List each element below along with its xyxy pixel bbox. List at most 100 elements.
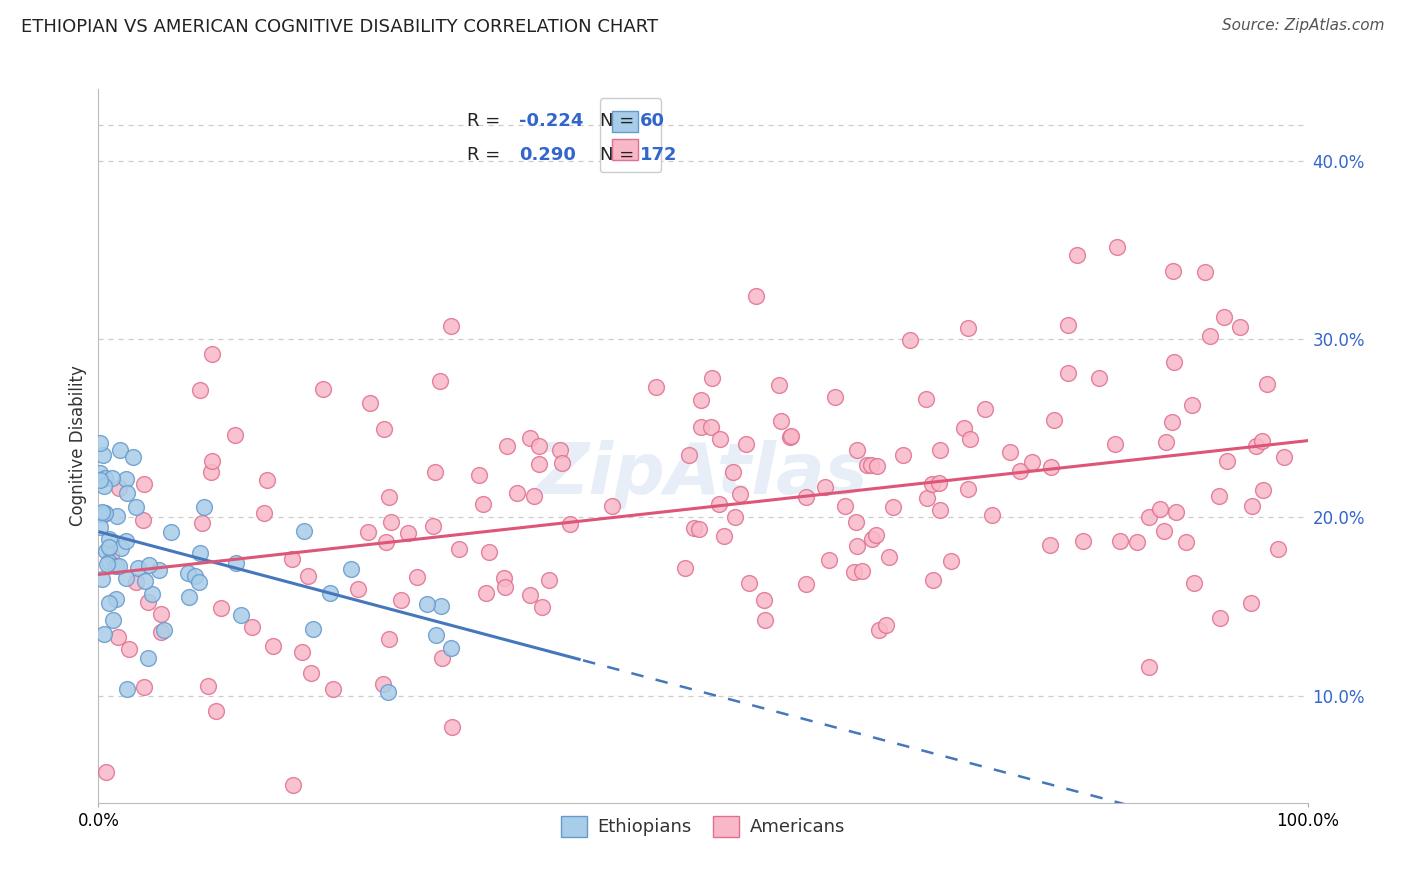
Point — [281, 778, 304, 792]
Point — [1010, 464, 1032, 478]
Text: 172: 172 — [640, 146, 678, 164]
Point — [893, 448, 915, 462]
Point — [115, 571, 138, 585]
Point — [281, 552, 304, 566]
Point — [96, 558, 118, 572]
Point — [1213, 310, 1236, 324]
Point — [1104, 437, 1126, 451]
Point — [494, 580, 516, 594]
Point — [377, 685, 399, 699]
Point — [678, 449, 700, 463]
Point — [478, 544, 501, 558]
Point — [467, 467, 489, 482]
Point — [700, 420, 723, 434]
Text: 0.290: 0.290 — [519, 146, 576, 164]
Point — [193, 500, 215, 514]
Point — [94, 506, 117, 520]
Point — [921, 477, 943, 491]
Point — [375, 534, 398, 549]
Text: R =: R = — [467, 146, 512, 164]
Point — [93, 508, 115, 522]
Point — [941, 554, 963, 568]
Point — [89, 520, 111, 534]
Point — [378, 632, 401, 646]
Point — [548, 443, 571, 458]
Point — [1250, 434, 1272, 449]
Point — [197, 679, 219, 693]
Point — [689, 419, 711, 434]
Point — [1040, 459, 1063, 474]
Point — [141, 587, 163, 601]
Point — [205, 704, 228, 718]
Point — [131, 513, 153, 527]
Point — [108, 558, 131, 573]
Point — [1251, 483, 1274, 497]
Point — [600, 499, 623, 513]
Point — [834, 500, 856, 514]
Point — [101, 471, 124, 485]
Point — [201, 453, 224, 467]
Point — [253, 506, 276, 520]
Point — [378, 490, 401, 504]
Point — [868, 623, 890, 637]
Point — [187, 575, 209, 590]
Point — [1244, 439, 1267, 453]
Point — [1272, 450, 1295, 465]
Point — [97, 532, 120, 546]
Point — [1021, 454, 1043, 468]
Point — [745, 289, 768, 303]
Point — [1156, 434, 1178, 449]
Point — [93, 470, 115, 484]
Point — [396, 526, 419, 541]
Point — [188, 546, 211, 560]
Point — [125, 574, 148, 589]
Point — [110, 541, 132, 556]
Point — [93, 479, 115, 493]
Point — [262, 639, 284, 653]
Point — [93, 507, 115, 521]
Point — [291, 645, 314, 659]
Point — [440, 720, 463, 734]
Point — [959, 432, 981, 446]
Point — [160, 525, 183, 540]
Point — [389, 593, 412, 607]
Point — [225, 556, 247, 570]
Point — [1057, 366, 1080, 380]
Point — [1108, 533, 1130, 548]
Point — [425, 465, 447, 479]
Point — [856, 458, 879, 473]
Point — [98, 555, 121, 569]
Point — [794, 491, 817, 505]
Point — [89, 507, 111, 521]
Point — [360, 396, 382, 410]
Point — [709, 497, 731, 511]
Point — [845, 443, 868, 458]
Point — [779, 430, 801, 444]
Point — [1107, 240, 1129, 254]
Point — [1182, 575, 1205, 590]
Point — [179, 590, 201, 604]
Point — [737, 575, 759, 590]
Point — [1000, 444, 1022, 458]
Point — [89, 435, 111, 450]
Point — [1174, 535, 1197, 549]
Point — [188, 383, 211, 397]
Point — [529, 439, 551, 453]
Point — [860, 532, 883, 546]
Point — [472, 497, 495, 511]
Point — [91, 572, 114, 586]
Point — [814, 480, 837, 494]
Point — [735, 437, 758, 451]
Point — [928, 502, 950, 516]
Point — [875, 618, 897, 632]
Point — [1239, 596, 1261, 610]
Point — [134, 680, 156, 694]
Point — [865, 527, 887, 541]
Point — [322, 681, 344, 696]
Point — [529, 457, 551, 471]
Point — [373, 677, 395, 691]
Point — [201, 347, 224, 361]
Point — [115, 681, 138, 696]
Point — [256, 473, 278, 487]
Point — [1149, 501, 1171, 516]
